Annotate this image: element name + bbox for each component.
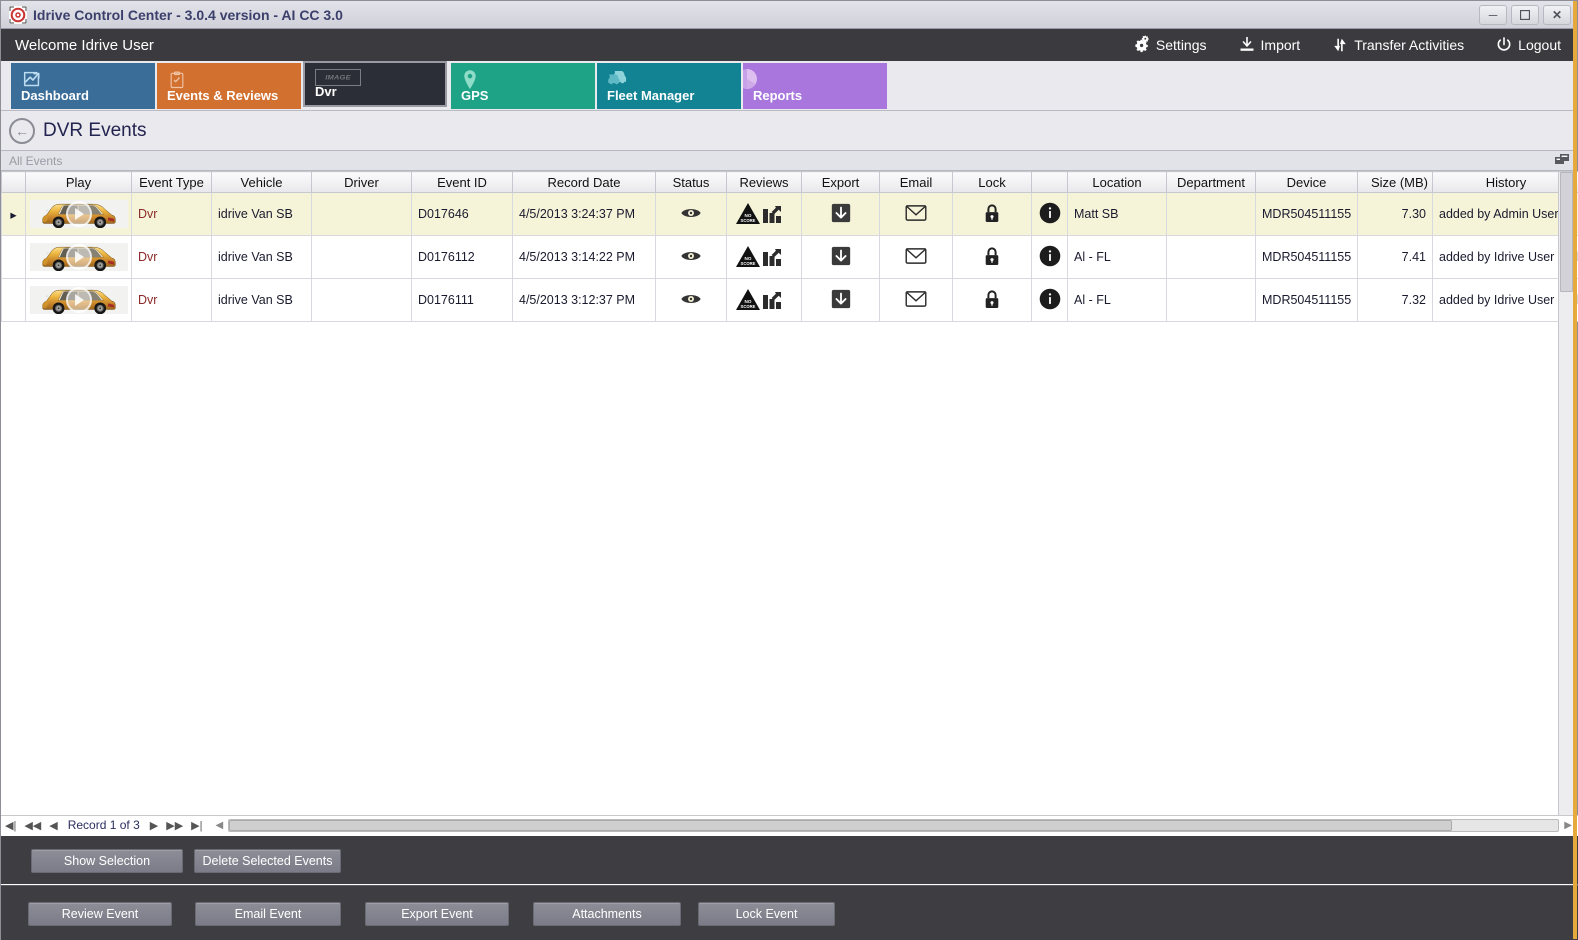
svg-text:SCORE: SCORE	[741, 218, 756, 223]
svg-text:SCORE: SCORE	[741, 261, 756, 266]
svg-text:SCORE: SCORE	[741, 304, 756, 309]
